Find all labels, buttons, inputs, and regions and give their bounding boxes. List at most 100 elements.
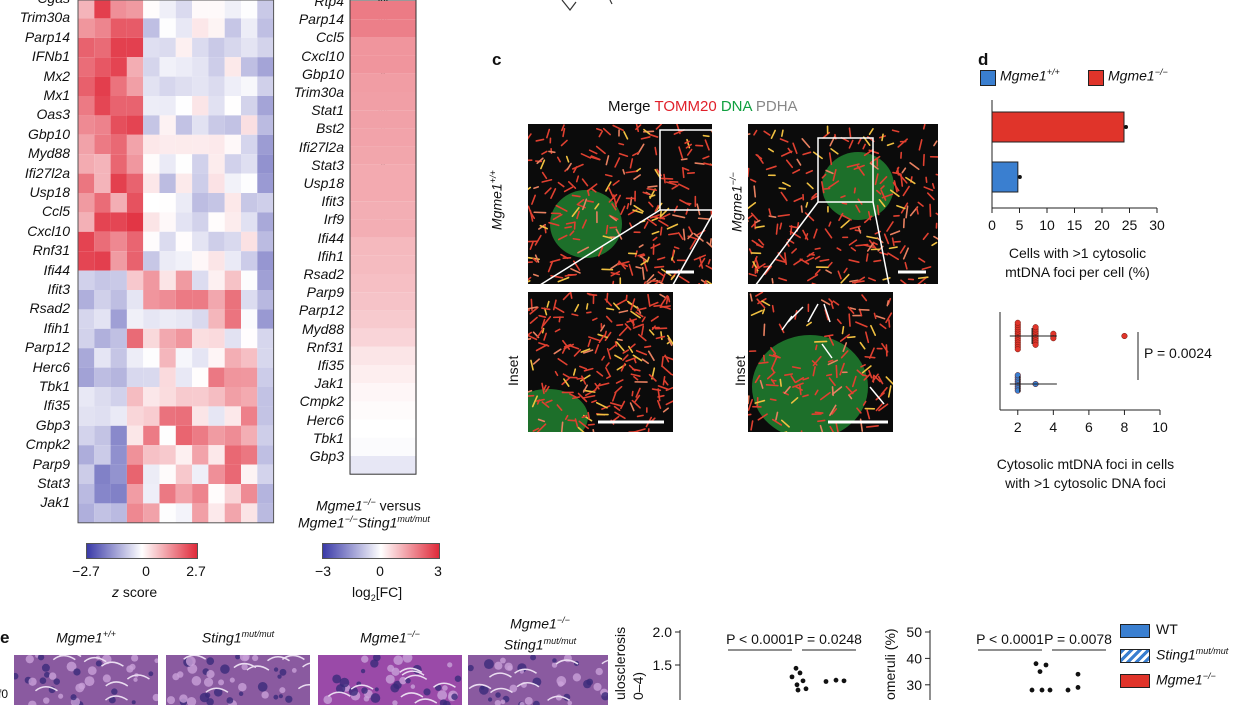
heatmap-gene-label: Ifih1	[0, 320, 70, 336]
heatmap-cell	[111, 309, 127, 328]
heatmap-gene-label: Jak1	[0, 494, 70, 510]
heatmap-cell	[111, 329, 127, 348]
scatter-point	[1033, 324, 1039, 330]
fc-colorbar-title: log2[FC]	[352, 584, 402, 603]
heatmap-gene-label: IFNb1	[0, 48, 70, 64]
heatmap-cell	[241, 174, 257, 193]
fc-gene-label: Cmpk2	[282, 393, 344, 409]
e-data-point	[1076, 685, 1081, 690]
heatmap-cell	[127, 484, 143, 503]
heatmap-cell	[94, 329, 110, 348]
heatmap-cell	[241, 193, 257, 212]
heatmap-cell	[78, 406, 94, 425]
heatmap-cell	[111, 96, 127, 115]
heatmap-cell	[111, 115, 127, 134]
heatmap-cell	[176, 77, 192, 96]
e-y-tick: 40	[906, 650, 922, 666]
heatmap-cell	[257, 445, 273, 464]
heatmap-cell	[192, 57, 208, 76]
heatmap-cell	[192, 115, 208, 134]
heatmap-cell	[241, 115, 257, 134]
heatmap-cell	[257, 465, 273, 484]
fc-gene-label: Ifi35	[282, 357, 344, 373]
heatmap-cell	[192, 465, 208, 484]
heatmap-cell	[94, 309, 110, 328]
heatmap-cell	[208, 503, 224, 522]
heatmap-cell	[94, 271, 110, 290]
heatmap-cell	[111, 251, 127, 270]
heatmap-cell	[241, 309, 257, 328]
panel-e-letter: e	[0, 628, 9, 648]
heatmap-cell	[176, 57, 192, 76]
heatmap-cell	[192, 426, 208, 445]
heatmap-cell	[225, 503, 241, 522]
heatmap-cell	[127, 387, 143, 406]
heatmap-cell	[192, 174, 208, 193]
bar-x-tick: 5	[1016, 217, 1024, 233]
fc-heatmap	[350, 0, 416, 490]
heatmap-cell	[241, 445, 257, 464]
heatmap-cell	[127, 115, 143, 134]
e-p-value: P = 0.0248	[794, 631, 862, 647]
heatmap-cell	[94, 18, 110, 37]
heatmap-cell	[160, 96, 176, 115]
fc-max-label: 3	[420, 563, 456, 579]
e-p-value: P = 0.0078	[1044, 631, 1112, 647]
e-data-point	[790, 674, 795, 679]
heatmap-cell	[257, 193, 273, 212]
heatmap-cell	[94, 426, 110, 445]
heatmap-cell	[257, 232, 273, 251]
heatmap-cell	[111, 57, 127, 76]
heatmap-cell	[225, 329, 241, 348]
heatmap-cell	[143, 0, 159, 18]
heatmap-cell	[160, 290, 176, 309]
fc-min-label: −3	[305, 563, 341, 579]
heatmap-cell	[143, 232, 159, 251]
heatmap-cell	[160, 0, 176, 18]
heatmap-cell	[208, 0, 224, 18]
heatmap-cell	[94, 348, 110, 367]
heatmap-gene-label: Tbk1	[0, 378, 70, 394]
fc-gene-label: Tbk1	[282, 430, 344, 446]
heatmap-gene-label: Cxcl10	[0, 223, 70, 239]
e-data-point	[834, 678, 839, 683]
scatter-xlabel-line1: Cytosolic mtDNA foci in cells	[968, 456, 1203, 472]
heatmap-cell	[208, 465, 224, 484]
panel-d-letter: d	[978, 50, 988, 70]
fc-cell	[350, 201, 416, 219]
heatmap-cell	[111, 18, 127, 37]
fc-gene-label: Ifit3	[282, 193, 344, 209]
scatter-point	[1122, 333, 1128, 339]
heatmap-cell	[176, 251, 192, 270]
heatmap-cell	[225, 271, 241, 290]
heatmap-cell	[127, 212, 143, 231]
zscore-mid-label: 0	[126, 563, 166, 579]
fc-comparison-line2: Mgme1−/−Sting1mut/mut	[298, 514, 430, 531]
heatmap-cell	[225, 115, 241, 134]
heatmap-cell	[127, 271, 143, 290]
heatmap-cell	[78, 154, 94, 173]
heatmap-cell	[143, 271, 159, 290]
heatmap-cell	[111, 465, 127, 484]
heatmap-cell	[78, 309, 94, 328]
heatmap-gene-label: Rnf31	[0, 242, 70, 258]
heatmap-gene-label: Ifi44	[0, 262, 70, 278]
heatmap-cell	[94, 290, 110, 309]
heatmap-cell	[257, 348, 273, 367]
fc-gene-label: Usp18	[282, 175, 344, 191]
heatmap-cell	[111, 154, 127, 173]
scatter-x-tick: 8	[1121, 419, 1129, 435]
heatmap-cell	[143, 309, 159, 328]
histology-column-title: Mgme1−/−Sting1mut/mut	[468, 612, 612, 653]
heatmap-cell	[225, 154, 241, 173]
heatmap-gene-label: Ifit3	[0, 281, 70, 297]
heatmap-cell	[143, 406, 159, 425]
bar-xlabel-line2: mtDNA foci per cell (%)	[985, 264, 1170, 280]
e-data-point	[794, 666, 799, 671]
heatmap-cell	[225, 96, 241, 115]
scatter-point	[1015, 346, 1021, 352]
heatmap-cell	[160, 38, 176, 57]
heatmap-cell	[78, 96, 94, 115]
